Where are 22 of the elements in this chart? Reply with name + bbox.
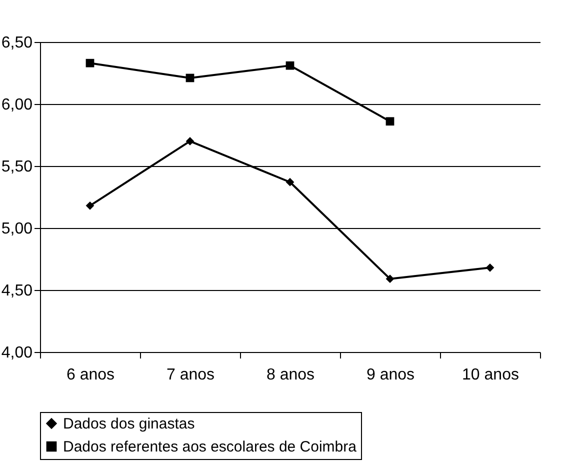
- x-tick-label: 6 anos: [66, 366, 115, 384]
- point: [286, 178, 294, 186]
- legend-label: Dados dos ginastas: [63, 416, 195, 432]
- y-tick-label: 5,00: [1, 220, 33, 238]
- legend-label: Dados referentes aos escolares de Coimbra: [63, 438, 358, 456]
- y-tick-label: 4,00: [1, 344, 33, 362]
- point: [386, 274, 394, 284]
- y-tick-label: 6,00: [1, 96, 33, 114]
- y-tick-label: 5,50: [1, 158, 33, 176]
- point: [486, 263, 494, 272]
- x-tick-label: 9 anos: [366, 366, 415, 384]
- x-tick-label: 8 anos: [266, 366, 315, 384]
- point: [86, 201, 94, 210]
- point: [286, 61, 294, 70]
- x-tick-label: 7 anos: [166, 366, 215, 384]
- x-tick-label: 10 anos: [462, 366, 519, 384]
- point: [386, 117, 394, 126]
- point: [186, 137, 194, 146]
- y-tick-label: 6,50: [1, 34, 33, 52]
- point: [186, 74, 194, 82]
- y-tick-label: 4,50: [1, 282, 33, 300]
- point: [86, 58, 94, 68]
